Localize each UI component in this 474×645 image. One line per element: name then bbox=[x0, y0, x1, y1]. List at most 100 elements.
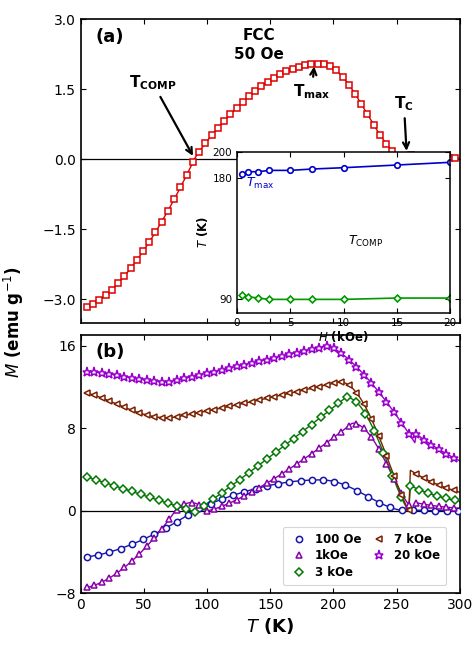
7 kOe bbox=[309, 384, 314, 392]
7 kOe bbox=[249, 398, 255, 406]
7 kOe bbox=[361, 401, 367, 408]
20 kOe bbox=[391, 408, 397, 416]
3 kOe bbox=[246, 469, 252, 477]
3 kOe bbox=[399, 493, 404, 501]
7 kOe bbox=[451, 486, 456, 494]
3 kOe bbox=[129, 488, 135, 495]
3 kOe bbox=[192, 508, 198, 515]
3 kOe bbox=[408, 482, 413, 490]
1kOe bbox=[204, 507, 210, 515]
20 kOe bbox=[137, 375, 142, 383]
100 Oe bbox=[264, 482, 270, 490]
Y-axis label: $T$ (K): $T$ (K) bbox=[195, 216, 210, 248]
3 kOe bbox=[237, 476, 243, 484]
Line: 100 Oe: 100 Oe bbox=[84, 477, 461, 560]
7 kOe bbox=[114, 401, 120, 408]
20 kOe bbox=[189, 373, 194, 381]
1kOe bbox=[309, 450, 314, 457]
100 Oe bbox=[309, 476, 315, 484]
20 kOe bbox=[331, 344, 337, 352]
Legend: 100 Oe, 1kOe, 3 kOe, 7 kOe, 20 kOe: 100 Oe, 1kOe, 3 kOe, 7 kOe, 20 kOe bbox=[283, 527, 447, 585]
Text: $\mathbf{T_{max}}$: $\mathbf{T_{max}}$ bbox=[293, 69, 330, 101]
100 Oe bbox=[152, 530, 157, 538]
Line: 1kOe: 1kOe bbox=[84, 421, 457, 591]
100 Oe bbox=[163, 524, 168, 532]
1kOe bbox=[137, 550, 142, 558]
1kOe bbox=[428, 502, 434, 510]
7 kOe bbox=[159, 414, 164, 422]
1kOe bbox=[182, 501, 187, 508]
7 kOe bbox=[99, 394, 105, 402]
7 kOe bbox=[219, 404, 225, 412]
20 kOe bbox=[436, 446, 442, 453]
1kOe bbox=[129, 557, 135, 565]
3 kOe bbox=[93, 476, 99, 484]
1kOe bbox=[219, 502, 225, 510]
7 kOe bbox=[174, 413, 180, 421]
100 Oe bbox=[95, 551, 101, 559]
100 Oe bbox=[455, 507, 461, 515]
20 kOe bbox=[182, 375, 187, 382]
1kOe bbox=[301, 455, 307, 463]
7 kOe bbox=[286, 390, 292, 397]
3 kOe bbox=[327, 406, 332, 414]
Text: (b): (b) bbox=[96, 343, 125, 361]
3 kOe bbox=[282, 442, 287, 450]
7 kOe bbox=[234, 401, 239, 409]
100 Oe bbox=[388, 504, 393, 511]
Line: 3 kOe: 3 kOe bbox=[84, 394, 458, 515]
7 kOe bbox=[399, 491, 404, 499]
20 kOe bbox=[354, 362, 359, 370]
7 kOe bbox=[331, 379, 337, 387]
Line: 20 kOe: 20 kOe bbox=[82, 341, 458, 462]
20 kOe bbox=[129, 374, 135, 382]
100 Oe bbox=[410, 506, 416, 514]
20 kOe bbox=[264, 355, 269, 363]
1kOe bbox=[406, 501, 412, 509]
20 kOe bbox=[338, 350, 344, 357]
100 Oe bbox=[174, 518, 180, 526]
1kOe bbox=[338, 428, 344, 435]
20 kOe bbox=[413, 430, 419, 438]
3 kOe bbox=[435, 492, 440, 500]
X-axis label: $H$ (kOe): $H$ (kOe) bbox=[319, 329, 369, 344]
20 kOe bbox=[346, 356, 352, 364]
20 kOe bbox=[114, 372, 120, 379]
7 kOe bbox=[91, 392, 97, 399]
7 kOe bbox=[376, 433, 382, 441]
100 Oe bbox=[444, 507, 449, 515]
100 Oe bbox=[253, 485, 258, 493]
3 kOe bbox=[372, 428, 377, 435]
3 kOe bbox=[219, 489, 225, 497]
20 kOe bbox=[271, 354, 277, 362]
7 kOe bbox=[166, 414, 172, 422]
7 kOe bbox=[144, 411, 150, 419]
1kOe bbox=[144, 542, 150, 550]
7 kOe bbox=[391, 471, 397, 479]
1kOe bbox=[279, 470, 284, 478]
3 kOe bbox=[264, 455, 269, 463]
3 kOe bbox=[255, 462, 260, 470]
Text: $\mathbf{T_{COMP}}$: $\mathbf{T_{COMP}}$ bbox=[128, 73, 192, 154]
7 kOe bbox=[264, 395, 269, 402]
7 kOe bbox=[152, 413, 157, 421]
20 kOe bbox=[294, 349, 300, 357]
Line: 7 kOe: 7 kOe bbox=[84, 379, 457, 513]
20 kOe bbox=[219, 366, 225, 373]
1kOe bbox=[174, 506, 180, 513]
1kOe bbox=[369, 433, 374, 441]
Text: $\mathbf{T_C}$: $\mathbf{T_C}$ bbox=[394, 94, 414, 148]
100 Oe bbox=[421, 506, 427, 514]
100 Oe bbox=[320, 476, 326, 484]
1kOe bbox=[226, 499, 232, 507]
3 kOe bbox=[156, 497, 162, 504]
1kOe bbox=[241, 492, 247, 500]
3 kOe bbox=[147, 493, 153, 501]
20 kOe bbox=[249, 359, 255, 367]
100 Oe bbox=[107, 548, 112, 556]
3 kOe bbox=[174, 502, 180, 510]
1kOe bbox=[391, 475, 397, 482]
Text: $T_\mathsf{max}$: $T_\mathsf{max}$ bbox=[246, 176, 274, 191]
20 kOe bbox=[144, 377, 150, 384]
100 Oe bbox=[129, 541, 135, 548]
